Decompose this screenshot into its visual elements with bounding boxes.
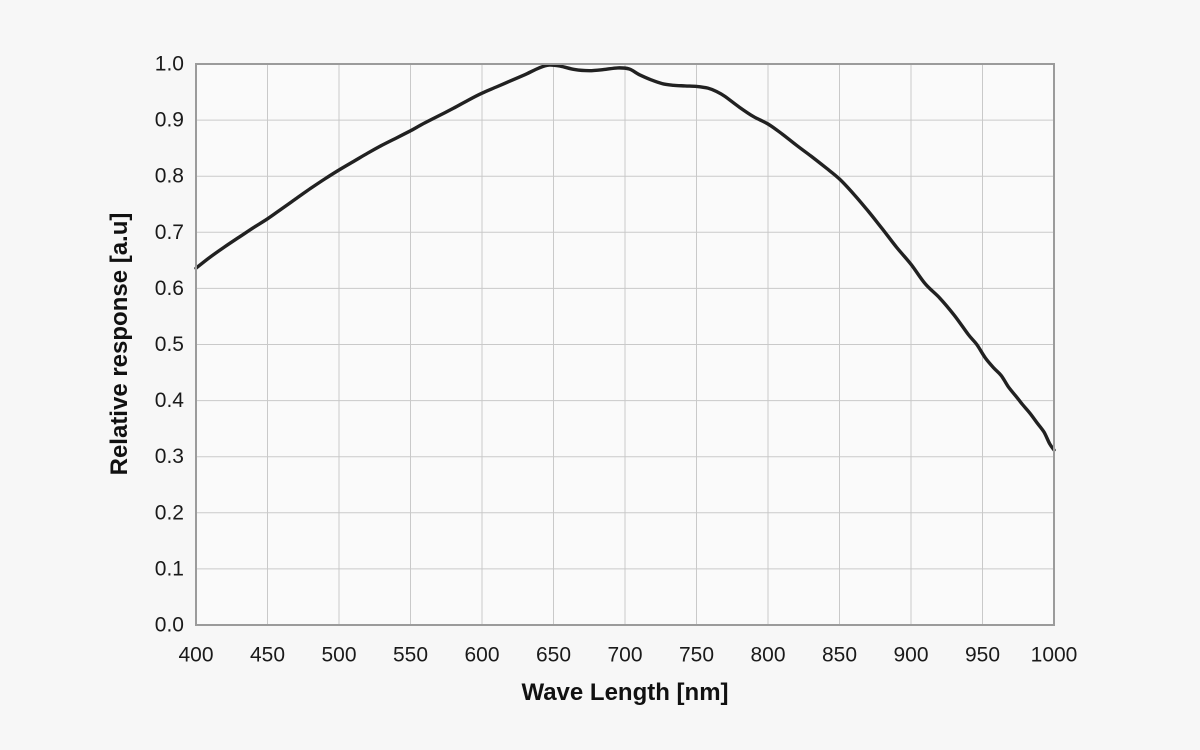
y-tick-label: 0.1 bbox=[155, 557, 184, 580]
x-tick-label: 950 bbox=[965, 644, 1000, 667]
x-tick-label: 850 bbox=[822, 644, 857, 667]
y-tick-label: 1.0 bbox=[155, 53, 184, 76]
x-tick-label: 500 bbox=[321, 644, 356, 667]
x-tick-label: 700 bbox=[607, 644, 642, 667]
x-tick-label: 900 bbox=[893, 644, 928, 667]
x-tick-label: 1000 bbox=[1031, 644, 1078, 667]
y-tick-label: 0.9 bbox=[155, 109, 184, 132]
response-curve bbox=[194, 63, 1056, 452]
y-tick-label: 0.4 bbox=[155, 389, 185, 412]
x-tick-label: 600 bbox=[464, 644, 499, 667]
x-tick-label: 650 bbox=[536, 644, 571, 667]
y-tick-label: 0.8 bbox=[155, 165, 184, 188]
y-tick-label: 0.2 bbox=[155, 501, 184, 524]
y-tick-label: 0.5 bbox=[155, 333, 184, 356]
x-tick-label: 550 bbox=[393, 644, 428, 667]
x-tick-label: 400 bbox=[178, 644, 213, 667]
gridlines bbox=[196, 64, 1054, 625]
x-tick-label: 800 bbox=[750, 644, 785, 667]
plot-frame bbox=[195, 63, 1055, 626]
x-axis-tick-labels: 400 450 500 550 600 650 700 750 800 850 900 950 1000 bbox=[178, 644, 1077, 667]
y-tick-label: 0.7 bbox=[155, 221, 184, 244]
y-tick-label: 0.0 bbox=[155, 614, 184, 637]
y-tick-label: 0.3 bbox=[155, 445, 184, 468]
x-tick-label: 450 bbox=[250, 644, 285, 667]
x-tick-label: 750 bbox=[679, 644, 714, 667]
y-tick-label: 0.6 bbox=[155, 277, 184, 300]
x-axis-title: Wave Length [nm] bbox=[521, 679, 728, 706]
y-axis-tick-labels: 0.0 0.1 0.2 0.3 0.4 0.5 0.6 0.7 0.8 0.9 1.0 bbox=[155, 53, 185, 637]
y-axis-title: Relative response [a.u] bbox=[106, 213, 133, 476]
